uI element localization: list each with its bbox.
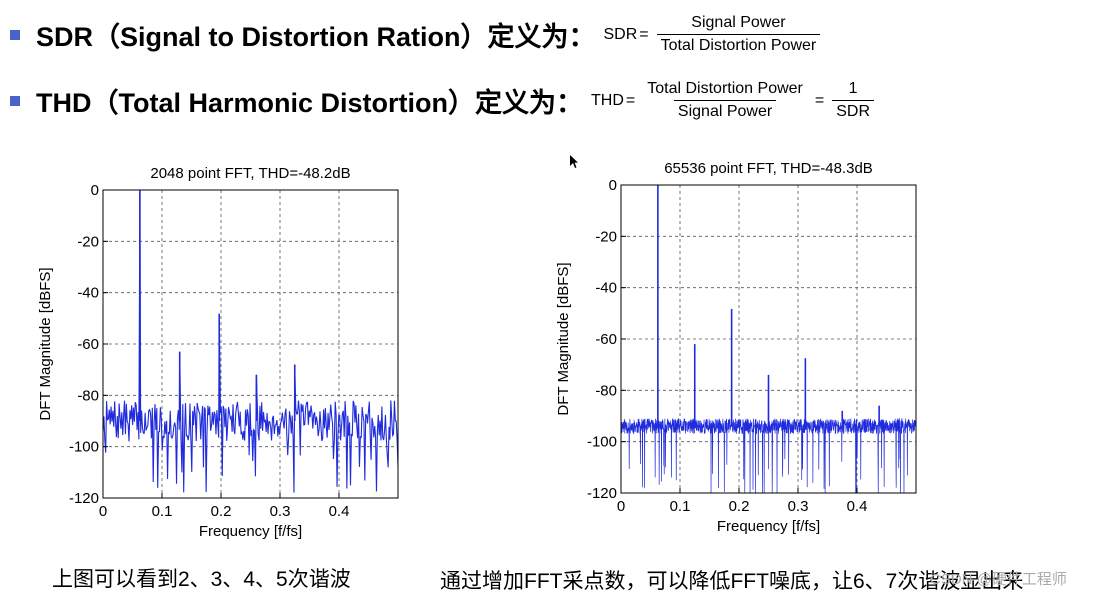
chart0-ytick-label: 0: [91, 182, 99, 199]
chart0-xtick-label: 0.3: [270, 503, 291, 520]
thd-formula: THD = Total Distortion Power Signal Powe…: [591, 80, 880, 121]
thd-numerator-2: 1: [848, 80, 858, 97]
chart0-ytick-label: -100: [69, 439, 99, 456]
sdr-heading: SDR（Signal to Distortion Ration）定义为：: [36, 22, 596, 52]
chart1-xtick-label: 0.3: [788, 498, 809, 515]
bullet-square-icon: [10, 95, 20, 106]
chart1-xtick-label: 0: [617, 498, 625, 515]
mouse-cursor-icon: [570, 155, 578, 174]
thd-numerator: Total Distortion Power: [647, 80, 803, 97]
thd-fraction-2: 1 SDR: [832, 80, 874, 121]
thd-formula-eq1: =: [625, 91, 636, 109]
chart1-ytick-label: -60: [595, 331, 617, 348]
sdr-denominator: Total Distortion Power: [656, 34, 821, 55]
chart1-ylabel: DFT Magnitude [dBFS]: [555, 262, 572, 415]
chart0-xtick-label: 0.1: [152, 503, 173, 520]
fft-2048-chart: 2048 point FFT, THD=-48.2dB 0 -20 -40 -60 -80…: [37, 165, 399, 540]
chart1-ytick-label: -40: [595, 280, 617, 297]
sdr-definition-row: SDR（Signal to Distortion Ration）定义为： SDR…: [10, 14, 826, 55]
chart1-xtick-label: 0.1: [670, 498, 691, 515]
chart0-ylabel: DFT Magnitude [dBFS]: [37, 267, 54, 420]
thd-heading: THD（Total Harmonic Distortion）定义为：: [36, 88, 584, 118]
sdr-formula: SDR = Signal Power Total Distortion Powe…: [604, 14, 827, 55]
thd-formula-eq2: =: [814, 91, 825, 109]
sdr-numerator: Signal Power: [691, 14, 786, 31]
chart0-xlabel: Frequency [f/fs]: [199, 523, 302, 540]
fft-65536-chart: 65536 point FFT, THD=-48.3dB 0 -20 -40 -60 -8…: [555, 160, 917, 535]
watermark: CSDN @硬件工程师: [930, 571, 1067, 588]
chart1-title: 65536 point FFT, THD=-48.3dB: [664, 160, 873, 177]
chart0-xtick-label: 0: [99, 503, 107, 520]
chart1-ytick-label: -80: [595, 382, 617, 399]
thd-fraction-1: Total Distortion Power Signal Power: [643, 80, 807, 121]
thd-denominator: Signal Power: [673, 100, 777, 121]
chart1-xlabel: Frequency [f/fs]: [717, 518, 820, 535]
chart0-xtick-label: 0.2: [211, 503, 232, 520]
chart0-xtick-label: 0.4: [329, 503, 350, 520]
sdr-formula-lhs: SDR: [603, 25, 638, 43]
chart0-ytick-label: -20: [77, 233, 99, 250]
chart1-ytick-label: -20: [595, 228, 617, 245]
sdr-formula-eq: =: [639, 25, 649, 43]
chart0-ytick-label: -120: [69, 490, 99, 507]
chart1-ytick-label: 0: [609, 177, 617, 194]
chart1-ytick-label: -120: [587, 485, 617, 502]
thd-denominator-2: SDR: [832, 100, 874, 121]
thd-definition-row: THD（Total Harmonic Distortion）定义为： THD =…: [10, 80, 880, 121]
chart1-xtick-label: 0.2: [729, 498, 750, 515]
bullet-square-icon: [10, 29, 20, 40]
chart0-series-line: [103, 190, 398, 493]
chart1-xtick-label: 0.4: [847, 498, 868, 515]
chart1-grid: [621, 185, 916, 493]
chart0-title: 2048 point FFT, THD=-48.2dB: [150, 165, 350, 182]
sdr-fraction: Signal Power Total Distortion Power: [656, 14, 821, 55]
chart0-ytick-label: -80: [77, 387, 99, 404]
chart0-grid: [103, 190, 398, 498]
thd-formula-lhs: THD: [591, 91, 624, 109]
caption-right: 通过增加FFT采点数，可以降低FFT噪底，让6、7次谐波显出来: [440, 570, 1024, 593]
chart0-ytick-label: -60: [77, 336, 99, 353]
chart0-ytick-label: -40: [77, 285, 99, 302]
caption-left: 上图可以看到2、3、4、5次谐波: [52, 568, 351, 591]
chart1-ytick-label: -100: [587, 434, 617, 451]
